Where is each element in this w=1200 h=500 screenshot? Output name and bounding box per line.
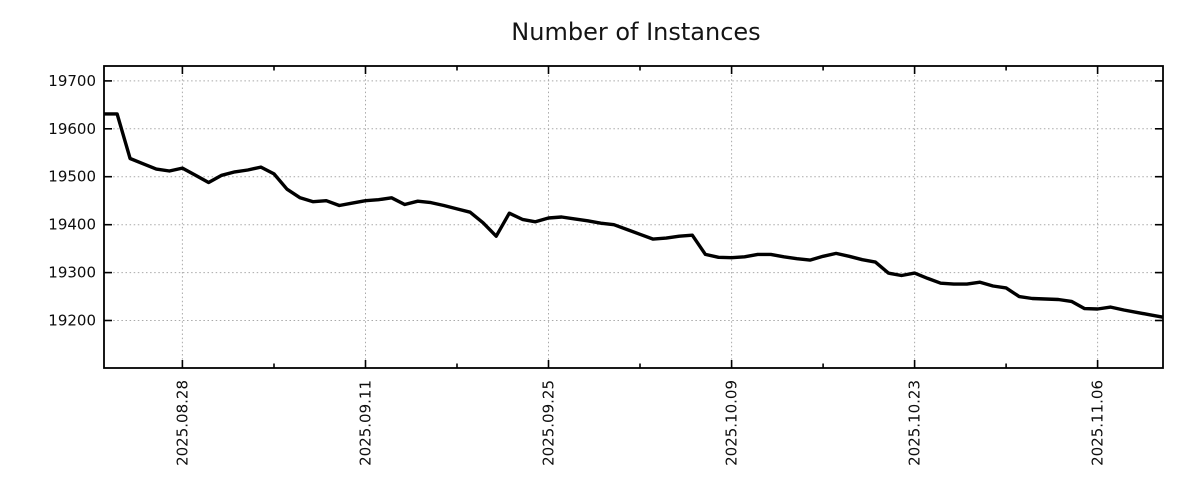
x-axis-tick-label: 2025.10.09 (723, 380, 741, 466)
x-axis-tick-label: 2025.09.25 (540, 380, 558, 466)
chart-title: Number of Instances (511, 18, 760, 46)
y-axis-tick-label: 19600 (48, 120, 96, 138)
data-line (104, 112, 1164, 319)
series-layer (104, 112, 1164, 319)
y-axis-tick-label: 19300 (48, 264, 96, 282)
x-axis-tick-label: 2025.10.23 (906, 380, 924, 466)
y-axis-tick-label: 19700 (48, 72, 96, 90)
x-axis-tick-label: 2025.09.11 (357, 380, 375, 466)
y-axis-tick-label: 19500 (48, 168, 96, 186)
grid-layer (105, 67, 1162, 367)
x-axis-tick-label: 2025.11.06 (1089, 380, 1107, 466)
plot-border (103, 65, 1164, 369)
y-axis-tick-label: 19200 (48, 312, 96, 330)
axis-layer: 19200 19300 19400 19500 19600 19700 2025.08.28… (48, 65, 1164, 466)
x-axis-tick-label: 2025.08.28 (173, 380, 191, 466)
y-axis-tick-label: 19400 (48, 216, 96, 234)
